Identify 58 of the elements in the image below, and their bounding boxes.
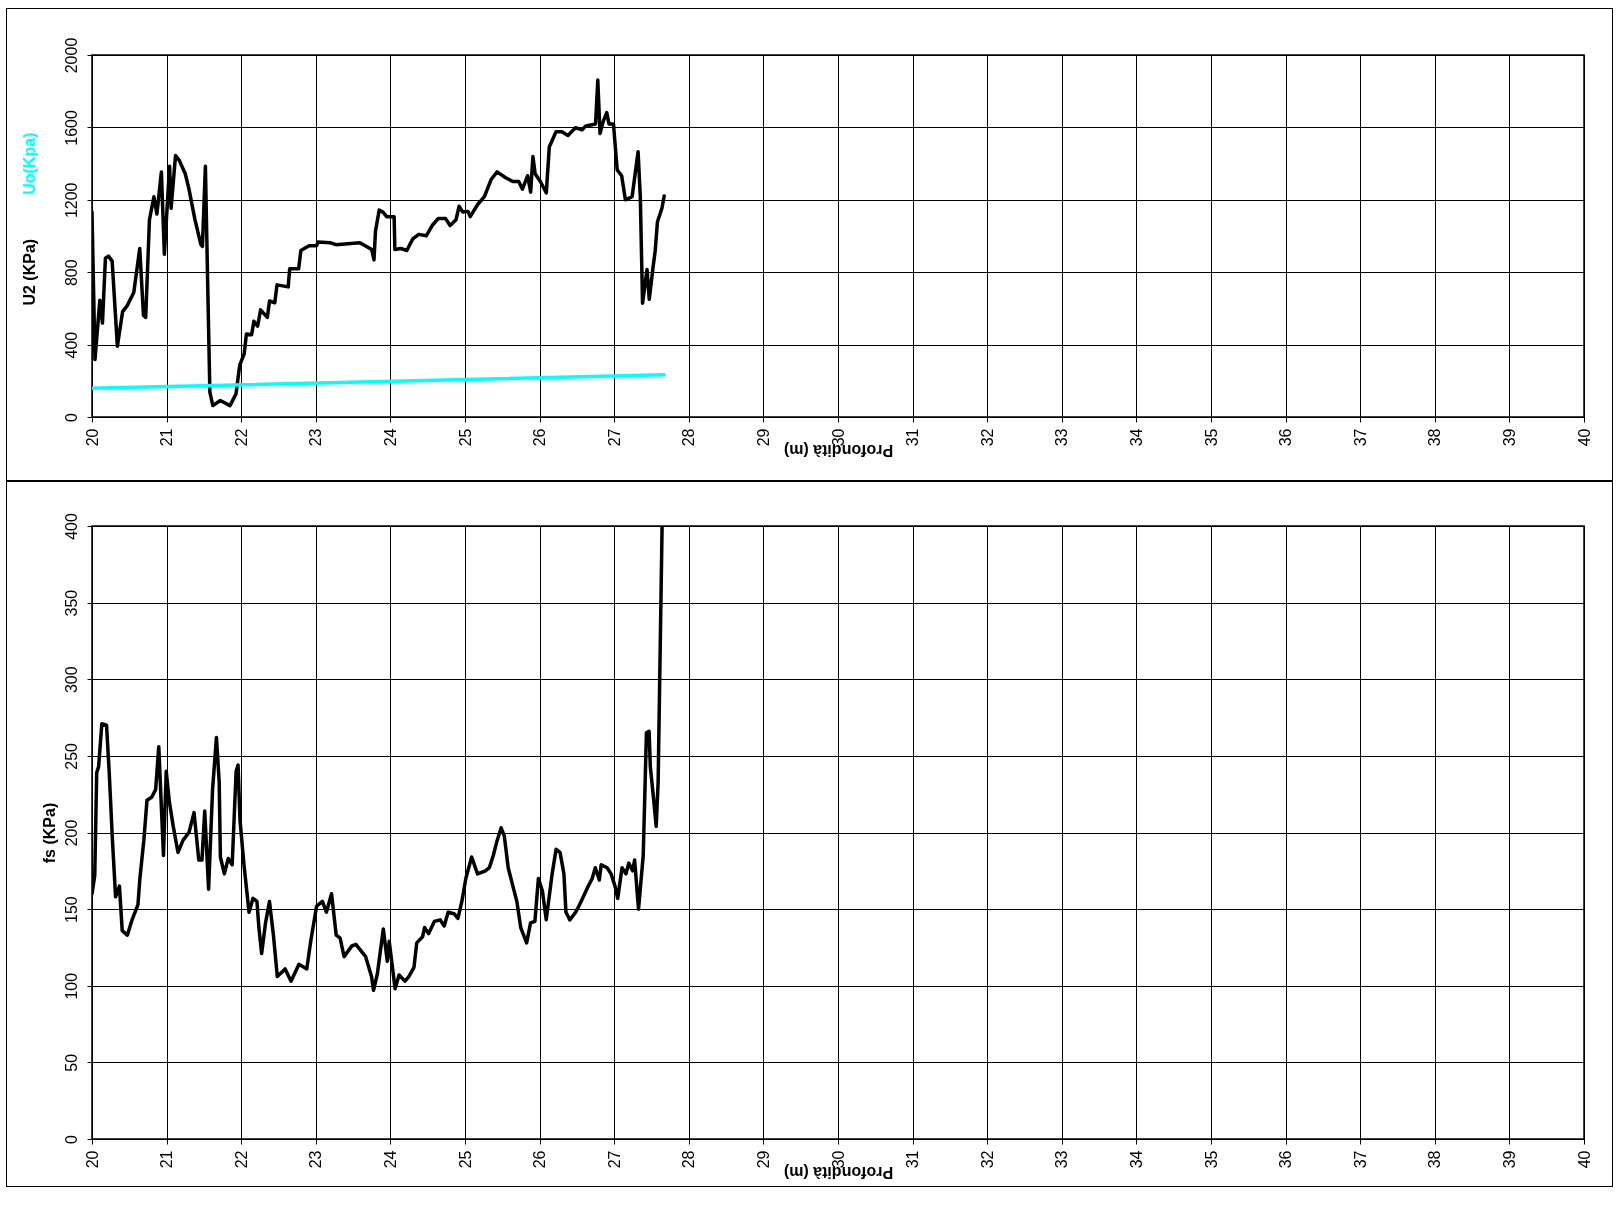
x-tick-label: 27 xyxy=(605,1150,623,1169)
text: U2 (KPa) xyxy=(21,238,38,306)
y-tick-label: 250 xyxy=(62,742,80,770)
y-axis-title: fs (KPa) xyxy=(40,802,58,864)
x-tick-label: 29 xyxy=(754,1150,772,1169)
x-tick-label: 31 xyxy=(904,1150,922,1169)
x-tick-label: 24 xyxy=(381,1150,399,1169)
y-tick-label: 150 xyxy=(62,896,80,923)
x-tick-label: 31 xyxy=(904,428,922,447)
x-tick-label: 34 xyxy=(1127,1150,1145,1169)
x-tick-label: 33 xyxy=(1053,1150,1071,1169)
x-tick-label: 20 xyxy=(83,1150,101,1169)
x-tick-label: 20 xyxy=(83,428,101,447)
x-tick-label: 35 xyxy=(1202,1150,1220,1169)
x-tick-label: 25 xyxy=(456,1150,474,1169)
x-tick-label: 40 xyxy=(1575,428,1593,447)
x-tick-label: 21 xyxy=(158,428,176,447)
text: Uo(Kpa) xyxy=(21,132,38,195)
x-tick-label: 22 xyxy=(232,1150,250,1169)
x-tick-label: 23 xyxy=(307,428,325,447)
y-tick-label: 400 xyxy=(62,513,80,540)
y-tick-label: 300 xyxy=(62,666,80,694)
x-tick-label: 27 xyxy=(605,428,623,447)
y-tick-label: 200 xyxy=(62,819,80,847)
x-tick-label: 29 xyxy=(754,428,772,447)
x-tick-label: 21 xyxy=(158,1150,176,1169)
y-tick-label: 1200 xyxy=(62,182,80,219)
x-tick-label: 37 xyxy=(1351,428,1369,447)
x-tick-label: 34 xyxy=(1127,428,1145,447)
y-tick-label: 2000 xyxy=(62,37,80,74)
x-tick-label: 32 xyxy=(978,428,996,447)
y-tick-label: 350 xyxy=(62,589,80,617)
x-tick-label: 28 xyxy=(680,428,698,447)
x-tick-label: 38 xyxy=(1426,428,1444,447)
x-tick-label: 26 xyxy=(531,1150,549,1169)
x-tick-label: 25 xyxy=(456,428,474,447)
x-tick-label: 40 xyxy=(1575,1150,1593,1169)
x-tick-label: 36 xyxy=(1277,1150,1295,1169)
x-tick-label: 24 xyxy=(381,428,399,447)
y-tick-label: 1600 xyxy=(62,110,80,146)
x-tick-label: 33 xyxy=(1053,428,1071,447)
x-tick-label: 22 xyxy=(232,428,250,447)
x-tick-label: 39 xyxy=(1500,428,1518,447)
x-tick-label: 37 xyxy=(1351,1150,1369,1169)
y-tick-label: 0 xyxy=(62,412,80,422)
x-tick-label: 28 xyxy=(680,1150,698,1169)
x-tick-label: 36 xyxy=(1277,428,1295,447)
y-tick-label: 100 xyxy=(62,972,80,1000)
x-tick-label: 38 xyxy=(1426,1150,1444,1169)
x-tick-label: 23 xyxy=(307,1150,325,1169)
y-tick-label: 0 xyxy=(62,1134,80,1144)
x-tick-label: 32 xyxy=(978,1150,996,1169)
x-tick-label: 35 xyxy=(1202,428,1220,447)
y-tick-label: 400 xyxy=(62,331,80,359)
y-tick-label: 50 xyxy=(62,1053,80,1072)
x-tick-label: 39 xyxy=(1500,1150,1518,1169)
y-tick-label: 800 xyxy=(62,259,80,287)
x-tick-label: 26 xyxy=(531,428,549,447)
